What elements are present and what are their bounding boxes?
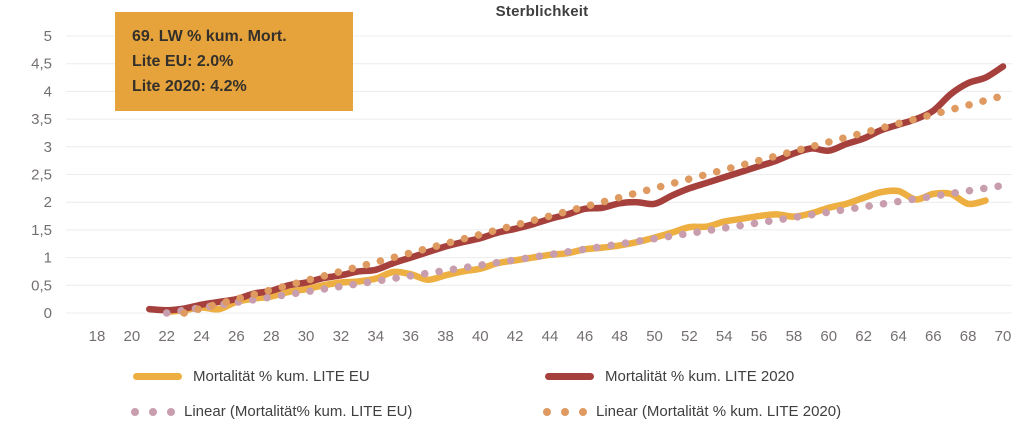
svg-text:40: 40 <box>472 328 489 345</box>
annotation-line-3: Lite 2020: 4.2% <box>132 78 247 95</box>
svg-text:0: 0 <box>44 305 52 322</box>
svg-text:34: 34 <box>367 328 384 345</box>
svg-text:36: 36 <box>402 328 419 345</box>
solid-line-swatch <box>545 373 594 380</box>
legend-item-lite-eu[interactable]: Mortalität % kum. LITE EU <box>133 368 370 385</box>
svg-text:28: 28 <box>263 328 280 345</box>
svg-text:5: 5 <box>44 28 52 45</box>
legend-label: Mortalität % kum. LITE EU <box>193 368 370 385</box>
svg-text:1,5: 1,5 <box>31 222 52 239</box>
svg-text:46: 46 <box>577 328 594 345</box>
svg-text:54: 54 <box>716 328 733 345</box>
dotted-line-swatch <box>543 407 587 416</box>
svg-text:50: 50 <box>646 328 663 345</box>
svg-text:66: 66 <box>925 328 942 345</box>
svg-text:44: 44 <box>542 328 559 345</box>
svg-text:3,5: 3,5 <box>31 111 52 128</box>
svg-text:4,5: 4,5 <box>31 56 52 73</box>
svg-text:26: 26 <box>228 328 245 345</box>
legend-item-linear-lite-2020[interactable]: Linear (Mortalität % kum. LITE 2020) <box>543 403 841 420</box>
svg-text:42: 42 <box>507 328 524 345</box>
svg-text:3: 3 <box>44 139 52 156</box>
legend-label: Linear (Mortalität % kum. LITE 2020) <box>596 403 842 420</box>
legend-label: Mortalität % kum. LITE 2020 <box>605 368 795 385</box>
svg-text:2: 2 <box>44 194 52 211</box>
chart-title: Sterblichkeit <box>495 3 589 20</box>
svg-text:48: 48 <box>611 328 628 345</box>
annotation-line-2: Lite EU: 2.0% <box>132 53 234 70</box>
svg-text:70: 70 <box>995 328 1012 345</box>
svg-text:38: 38 <box>437 328 454 345</box>
legend-item-lite-2020[interactable]: Mortalität % kum. LITE 2020 <box>545 368 794 385</box>
legend-label: Linear (Mortalität% kum. LITE EU) <box>184 403 413 420</box>
svg-text:4: 4 <box>44 83 52 100</box>
svg-text:18: 18 <box>89 328 106 345</box>
svg-text:52: 52 <box>681 328 698 345</box>
svg-text:2,5: 2,5 <box>31 167 52 184</box>
svg-text:68: 68 <box>960 328 977 345</box>
svg-text:56: 56 <box>751 328 768 345</box>
svg-text:60: 60 <box>820 328 837 345</box>
svg-text:64: 64 <box>890 328 907 345</box>
plot-area: 0 0,5 1 1,5 2 2,5 3 3,5 4 4,5 5 18 20 22 24 26 28 30 32 34 3… <box>31 28 1012 345</box>
annotation-line-1: 69. LW % kum. Mort. <box>132 28 287 45</box>
svg-text:24: 24 <box>193 328 210 345</box>
svg-text:0,5: 0,5 <box>31 277 52 294</box>
svg-text:58: 58 <box>786 328 803 345</box>
dotted-line-swatch <box>131 407 175 416</box>
solid-line-swatch <box>133 373 182 380</box>
svg-text:32: 32 <box>333 328 350 345</box>
svg-text:22: 22 <box>158 328 175 345</box>
legend-item-linear-lite-eu[interactable]: Linear (Mortalität% kum. LITE EU) <box>131 403 412 420</box>
svg-text:62: 62 <box>855 328 872 345</box>
annotation-box: 69. LW % kum. Mort. Lite EU: 2.0% Lite 2… <box>115 12 353 111</box>
svg-text:20: 20 <box>124 328 141 345</box>
svg-text:1: 1 <box>44 250 52 267</box>
svg-text:30: 30 <box>298 328 315 345</box>
